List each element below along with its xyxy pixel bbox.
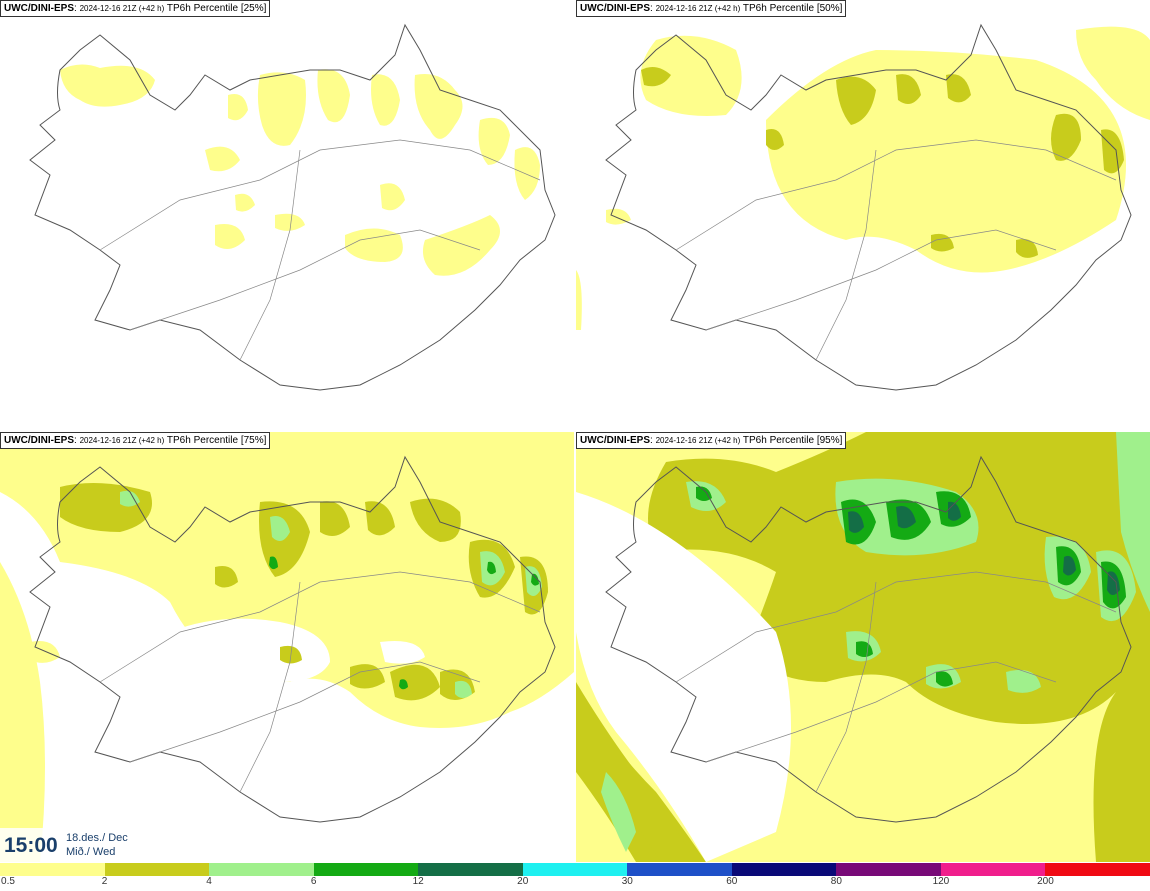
precip-fill-mid — [641, 66, 1124, 258]
legend-tick-label: 4 — [206, 876, 212, 887]
map-panel-75: UWC/DINI-EPS: 2024-12-16 21Z (+42 h) TP6… — [0, 432, 574, 862]
valid-time-box: 15:00 18.des./ Dec Mið./ Wed — [0, 828, 133, 864]
iceland-coastline — [29, 455, 556, 823]
panel-title-95: UWC/DINI-EPS: 2024-12-16 21Z (+42 h) TP6… — [576, 432, 847, 449]
precip-map-25 — [29, 23, 556, 391]
legend-swatch — [209, 863, 314, 876]
legend-tick-label: 80 — [830, 876, 842, 887]
legend-tick-label: 6 — [310, 876, 317, 887]
road-network — [99, 571, 541, 793]
precip-map-50 — [576, 23, 1150, 391]
legend-tick-label: 60 — [726, 876, 738, 887]
legend-swatch — [627, 863, 732, 876]
valid-date-line: 18.des./ Dec — [66, 832, 128, 844]
legend-swatch — [1045, 863, 1150, 876]
iceland-coastline — [605, 23, 1132, 391]
legend-swatch — [731, 863, 837, 876]
legend-tick-label: 12 — [412, 876, 424, 887]
legend-tick-label: 0.5 — [1, 876, 15, 887]
legend-swatch — [836, 863, 941, 876]
legend-tick-label: 120 — [932, 876, 950, 887]
map-panel-95: UWC/DINI-EPS: 2024-12-16 21Z (+42 h) TP6… — [576, 432, 1150, 862]
road-network — [675, 139, 1117, 361]
legend-swatch — [940, 863, 1046, 876]
precip-map-75 — [0, 432, 574, 862]
legend-swatch — [313, 863, 419, 876]
road-network — [675, 571, 1117, 793]
valid-day-line: Mið./ Wed — [66, 846, 116, 858]
legend-tick-label: 20 — [517, 876, 529, 887]
legend-tick-label: 30 — [621, 876, 633, 887]
valid-time: 15:00 — [4, 834, 58, 857]
legend-swatch — [104, 863, 210, 876]
legend-ticks: 0.5 2 4 6 12 20 30 60 80 120 200 — [0, 876, 1150, 891]
iceland-coastline — [605, 455, 1132, 823]
legend-tick-label: 200 — [1037, 876, 1054, 887]
precip-fill-mid-2 — [576, 682, 696, 862]
precip-fill-deepgreen — [848, 501, 1120, 595]
precip-fill — [60, 64, 540, 276]
map-panel-50: UWC/DINI-EPS: 2024-12-16 21Z (+42 h) TP6… — [576, 0, 1150, 430]
legend-swatch — [418, 863, 523, 876]
valid-date: 18.des./ Dec Mið./ Wed — [66, 831, 128, 859]
legend-tick-label: 2 — [101, 876, 108, 887]
precip-fill-white — [170, 618, 425, 682]
iceland-coastline — [29, 23, 556, 391]
panel-title-50: UWC/DINI-EPS: 2024-12-16 21Z (+42 h) TP6… — [576, 0, 847, 17]
legend-swatch — [522, 863, 628, 876]
panel-title-75: UWC/DINI-EPS: 2024-12-16 21Z (+42 h) TP6… — [0, 432, 271, 449]
legend-swatch — [0, 863, 105, 876]
map-panel-25: UWC/DINI-EPS: 2024-12-16 21Z (+42 h) TP6… — [0, 0, 574, 430]
precip-map-95 — [576, 432, 1150, 862]
road-network — [99, 139, 541, 361]
precip-fill-darkgreen — [269, 556, 539, 690]
panel-title-25: UWC/DINI-EPS: 2024-12-16 21Z (+42 h) TP6… — [0, 0, 271, 17]
color-legend — [0, 863, 1150, 876]
